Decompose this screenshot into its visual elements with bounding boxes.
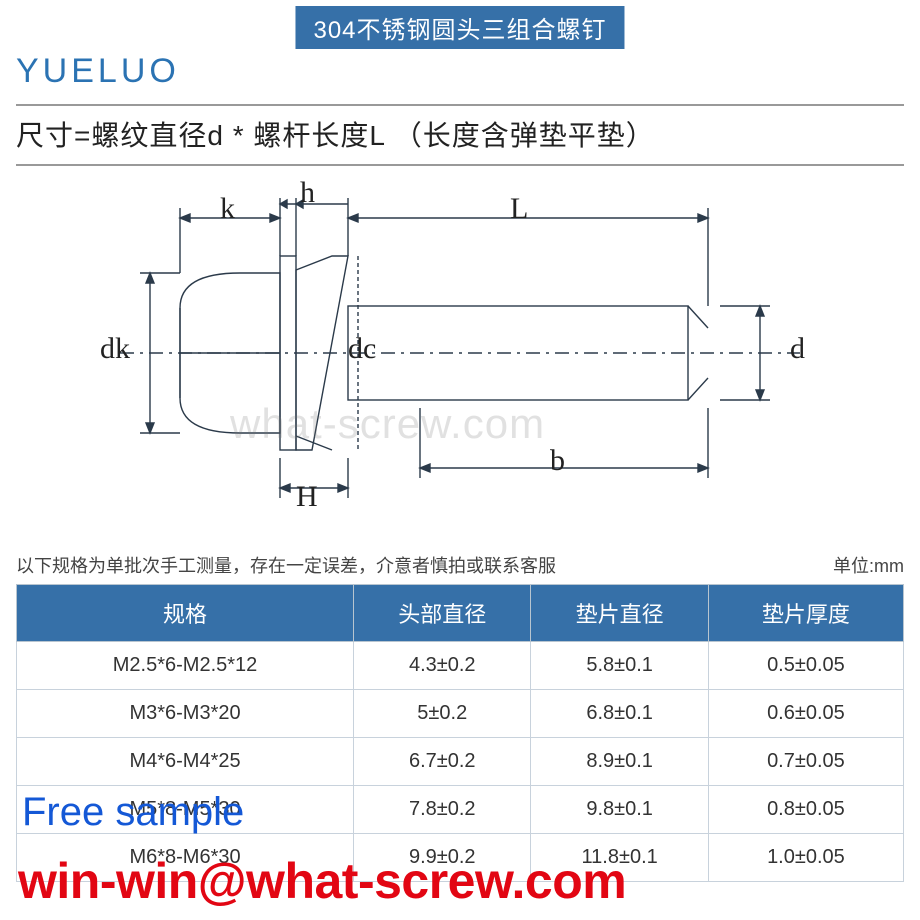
dim-label-k: k xyxy=(220,192,235,226)
table-cell: 0.5±0.05 xyxy=(708,642,903,690)
dim-label-dk: dk xyxy=(100,332,130,366)
brand-logo: YUELUO xyxy=(16,52,180,91)
table-cell: 7.8±0.2 xyxy=(354,786,531,834)
table-cell: 6.7±0.2 xyxy=(354,738,531,786)
table-cell: M2.5*6-M2.5*12 xyxy=(17,642,354,690)
contact-email-overlay: win-win@what-screw.com xyxy=(18,852,626,910)
table-cell: M3*6-M3*20 xyxy=(17,690,354,738)
dim-label-L: L xyxy=(510,192,528,226)
spec-table: 规格 头部直径 垫片直径 垫片厚度 M2.5*6-M2.5*124.3±0.25… xyxy=(16,584,904,882)
col-header-headdia: 头部直径 xyxy=(354,585,531,642)
screw-diagram xyxy=(120,178,800,518)
table-cell: 5±0.2 xyxy=(354,690,531,738)
col-header-spec: 规格 xyxy=(17,585,354,642)
table-cell: 8.9±0.1 xyxy=(531,738,708,786)
table-cell: 1.0±0.05 xyxy=(708,834,903,882)
table-cell: 9.8±0.1 xyxy=(531,786,708,834)
size-formula: 尺寸=螺纹直径d * 螺杆长度L （长度含弹垫平垫） xyxy=(16,104,904,166)
dim-label-dc: dc xyxy=(348,332,376,366)
col-header-washdia: 垫片直径 xyxy=(531,585,708,642)
unit-label: 单位:mm xyxy=(833,552,904,578)
table-cell: 5.8±0.1 xyxy=(531,642,708,690)
table-cell: 0.8±0.05 xyxy=(708,786,903,834)
diagram-watermark: what-screw.com xyxy=(230,400,545,448)
dim-label-h: h xyxy=(300,176,315,210)
table-row: M3*6-M3*205±0.26.8±0.10.6±0.05 xyxy=(17,690,904,738)
product-title: 304不锈钢圆头三组合螺钉 xyxy=(295,6,624,49)
free-sample-overlay: Free sample xyxy=(22,790,244,835)
table-cell: 4.3±0.2 xyxy=(354,642,531,690)
table-cell: 6.8±0.1 xyxy=(531,690,708,738)
measurement-note: 以下规格为单批次手工测量，存在一定误差，介意者慎拍或联系客服 xyxy=(16,552,556,578)
table-cell: 0.6±0.05 xyxy=(708,690,903,738)
table-cell: 0.7±0.05 xyxy=(708,738,903,786)
table-header-row: 规格 头部直径 垫片直径 垫片厚度 xyxy=(17,585,904,642)
table-cell: M4*6-M4*25 xyxy=(17,738,354,786)
table-row: M4*6-M4*256.7±0.28.9±0.10.7±0.05 xyxy=(17,738,904,786)
table-row: M2.5*6-M2.5*124.3±0.25.8±0.10.5±0.05 xyxy=(17,642,904,690)
dim-label-b: b xyxy=(550,444,565,478)
dim-label-d: d xyxy=(790,332,805,366)
measurement-note-row: 以下规格为单批次手工测量，存在一定误差，介意者慎拍或联系客服 单位:mm xyxy=(16,552,904,578)
dim-label-H: H xyxy=(296,480,318,514)
col-header-washthk: 垫片厚度 xyxy=(708,585,903,642)
